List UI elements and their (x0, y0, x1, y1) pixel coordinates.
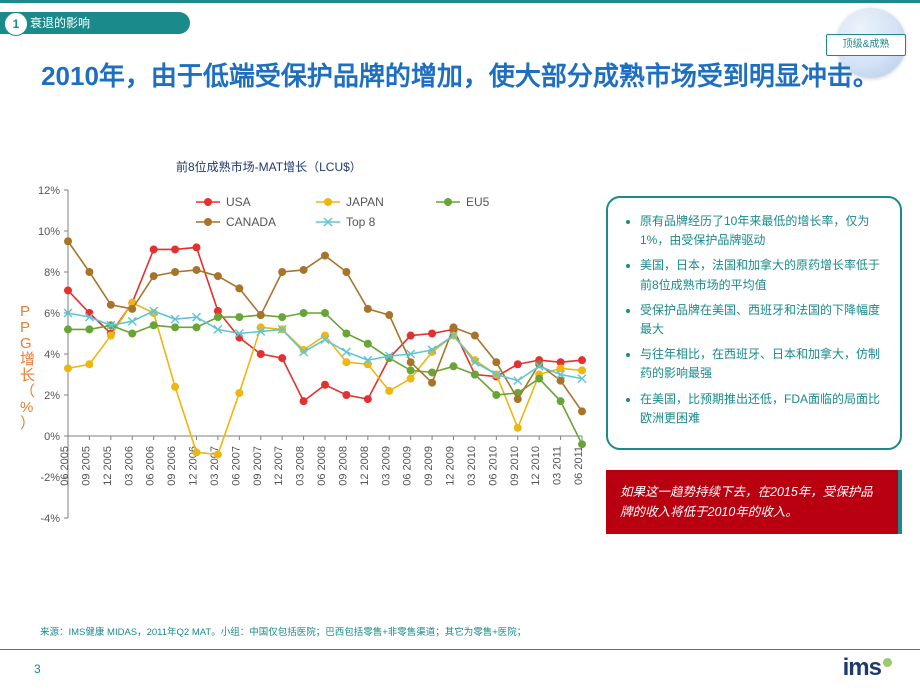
insight-item: 受保护品牌在美国、西班牙和法国的下降幅度最大 (640, 301, 884, 339)
svg-text:10%: 10% (38, 226, 60, 238)
svg-text:09 2005: 09 2005 (80, 446, 92, 486)
svg-text:06 2009: 06 2009 (402, 446, 414, 486)
insight-item: 美国，日本，法国和加拿大的原药增长率低于前8位成熟市场的平均值 (640, 256, 884, 294)
svg-text:6%: 6% (44, 308, 60, 320)
svg-text:06 2005: 06 2005 (59, 446, 71, 486)
section-number: 1 (4, 12, 28, 36)
insight-list: 原有品牌经历了10年来最低的增长率，仅为1%，由受保护品牌驱动美国，日本，法国和… (624, 212, 884, 428)
svg-text:06 2010: 06 2010 (487, 446, 499, 486)
logo-dot-icon (883, 658, 892, 667)
globe-tag-label: 顶级&成熟 (826, 34, 906, 56)
growth-line-chart: -4% -2% 0% 2% 4% 6% 8% 10% 12% 06 2005 09 2005 12 2… (6, 186, 592, 606)
insight-item: 原有品牌经历了10年来最低的增长率，仅为1%，由受保护品牌驱动 (640, 212, 884, 250)
svg-text:06 2007: 06 2007 (230, 446, 242, 486)
svg-text:12 2007: 12 2007 (273, 446, 285, 486)
svg-text:09 2007: 09 2007 (252, 446, 264, 486)
svg-text:12 2010: 12 2010 (530, 446, 542, 486)
slide-page: { "header": { "section_number": "1", "se… (0, 0, 920, 690)
svg-text:09 2009: 09 2009 (423, 446, 435, 486)
svg-text:USA: USA (226, 195, 251, 209)
chart-container: -4% -2% 0% 2% 4% 6% 8% 10% 12% 06 2005 09 2005 12 2… (6, 186, 592, 606)
insight-item: 在美国，比预期推出还低，FDA面临的局面比欧洲更困难 (640, 390, 884, 428)
insight-item: 与往年相比，在西班牙、日本和加拿大，仿制药的影响最强 (640, 345, 884, 383)
svg-text:03 2010: 03 2010 (466, 446, 478, 486)
svg-text:03 2009: 03 2009 (380, 446, 392, 486)
svg-text:06 2006: 06 2006 (145, 446, 157, 486)
svg-text:09 2008: 09 2008 (337, 446, 349, 486)
svg-text:09 2010: 09 2010 (509, 446, 521, 486)
ims-logo: ims (843, 654, 892, 682)
svg-text:0%: 0% (44, 431, 60, 443)
svg-text:12 2005: 12 2005 (102, 446, 114, 486)
page-title: 2010年，由于低端受保护品牌的增加，使大部分成熟市场受到明显冲击。 (40, 58, 880, 94)
section-title-bar: 衰退的影响 (0, 12, 190, 34)
svg-text:-2%: -2% (40, 472, 60, 484)
svg-text:4%: 4% (44, 349, 60, 361)
svg-text:12 2008: 12 2008 (359, 446, 371, 486)
source-footnote: 来源：IMS健康 MIDAS，2011年Q2 MAT。小组：中国仅包括医院；巴西… (40, 624, 880, 638)
svg-text:8%: 8% (44, 267, 60, 279)
svg-text:03 2006: 03 2006 (123, 446, 135, 486)
insight-callout: 原有品牌经历了10年来最低的增长率，仅为1%，由受保护品牌驱动美国，日本，法国和… (606, 196, 902, 450)
svg-text:JAPAN: JAPAN (346, 195, 384, 209)
svg-text:03 2011: 03 2011 (552, 446, 564, 485)
svg-text:06 2008: 06 2008 (316, 446, 328, 486)
svg-text:PPG增长（%）: PPG增长（%） (20, 303, 35, 432)
svg-text:2%: 2% (44, 390, 60, 402)
svg-text:09 2006: 09 2006 (166, 446, 178, 486)
svg-text:EU5: EU5 (466, 195, 490, 209)
warning-box: 如果这一趋势持续下去，在2015年，受保护品牌的收入将低于2010年的收入。 (606, 470, 902, 534)
chart-subtitle: 前8位成熟市场-MAT增长（LCU$） (176, 158, 362, 175)
svg-text:12%: 12% (38, 186, 60, 197)
svg-text:-4%: -4% (40, 513, 60, 525)
svg-text:Top 8: Top 8 (346, 215, 376, 229)
svg-text:06 2011: 06 2011 (573, 446, 585, 485)
svg-text:CANADA: CANADA (226, 215, 276, 229)
top-accent-line (0, 0, 920, 3)
svg-text:03 2008: 03 2008 (295, 446, 307, 486)
page-number: 3 (34, 662, 41, 676)
logo-text: ims (843, 654, 881, 681)
svg-text:12 2009: 12 2009 (445, 446, 457, 486)
footer-accent-line (0, 649, 920, 651)
